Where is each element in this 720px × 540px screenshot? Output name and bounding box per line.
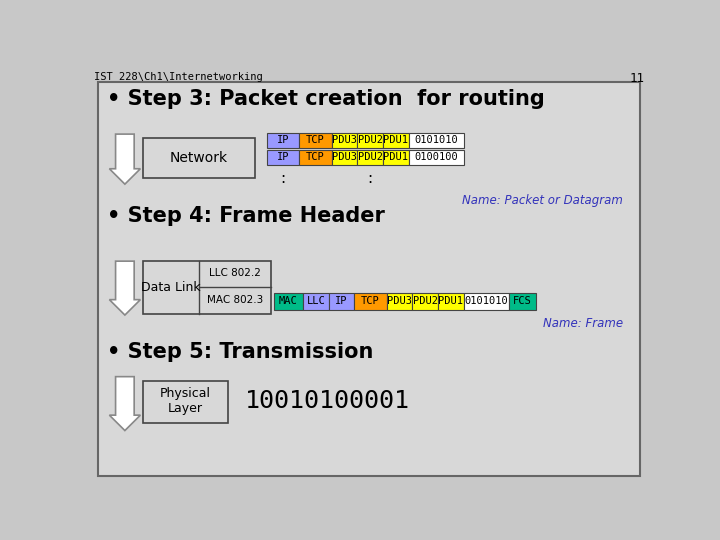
Polygon shape <box>109 377 140 430</box>
Bar <box>413 293 438 309</box>
Text: 11: 11 <box>629 72 644 85</box>
Text: Physical
Layer: Physical Layer <box>160 387 211 415</box>
Text: IP: IP <box>276 135 289 145</box>
Text: PDU3: PDU3 <box>332 135 357 145</box>
Text: PDU3: PDU3 <box>332 152 357 162</box>
Text: Name: Frame: Name: Frame <box>543 318 624 330</box>
Bar <box>143 138 255 178</box>
Bar <box>383 150 408 165</box>
Bar <box>332 132 357 148</box>
Text: FCS: FCS <box>513 296 531 306</box>
Text: 0100100: 0100100 <box>415 152 459 162</box>
Bar <box>300 150 332 165</box>
Bar <box>266 150 300 165</box>
Bar <box>357 132 383 148</box>
Bar <box>464 293 508 309</box>
Bar <box>387 293 413 309</box>
Bar <box>274 293 303 309</box>
Text: Network: Network <box>169 151 228 165</box>
Text: PDU2: PDU2 <box>358 152 382 162</box>
Text: IST 228\Ch1\Internetworking: IST 228\Ch1\Internetworking <box>94 72 263 83</box>
Bar <box>329 293 354 309</box>
Text: PDU1: PDU1 <box>383 152 408 162</box>
Text: 10010100001: 10010100001 <box>245 389 410 413</box>
Text: 0101010: 0101010 <box>415 135 459 145</box>
Text: TCP: TCP <box>306 135 325 145</box>
Text: PDU1: PDU1 <box>438 296 463 306</box>
Text: PDU3: PDU3 <box>387 296 412 306</box>
Bar <box>508 293 536 309</box>
Bar <box>408 132 464 148</box>
Bar <box>300 132 332 148</box>
Text: • Step 3: Packet creation  for routing: • Step 3: Packet creation for routing <box>107 90 545 110</box>
Bar <box>357 150 383 165</box>
Text: IP: IP <box>276 152 289 162</box>
Bar <box>143 261 271 314</box>
Text: • Step 5: Transmission: • Step 5: Transmission <box>107 342 374 362</box>
Text: MAC: MAC <box>279 296 298 306</box>
Text: Name: Packet or Datagram: Name: Packet or Datagram <box>462 194 624 207</box>
Text: LLC 802.2: LLC 802.2 <box>209 268 261 278</box>
Text: TCP: TCP <box>306 152 325 162</box>
Text: • Step 4: Frame Header: • Step 4: Frame Header <box>107 206 385 226</box>
Polygon shape <box>109 261 140 315</box>
Bar <box>408 150 464 165</box>
Text: 0101010: 0101010 <box>464 296 508 306</box>
Text: Data Link: Data Link <box>141 281 200 294</box>
Text: LLC: LLC <box>307 296 325 306</box>
Bar <box>332 150 357 165</box>
Text: :: : <box>280 171 286 186</box>
Text: IP: IP <box>336 296 348 306</box>
Bar <box>354 293 387 309</box>
Text: PDU2: PDU2 <box>358 135 382 145</box>
Text: MAC 802.3: MAC 802.3 <box>207 295 263 306</box>
Text: :: : <box>367 171 372 186</box>
Text: PDU1: PDU1 <box>383 135 408 145</box>
Text: TCP: TCP <box>361 296 380 306</box>
Bar <box>383 132 408 148</box>
Bar <box>438 293 464 309</box>
Bar <box>143 381 228 423</box>
Bar <box>266 132 300 148</box>
Bar <box>303 293 329 309</box>
Polygon shape <box>109 134 140 184</box>
Text: PDU2: PDU2 <box>413 296 438 306</box>
